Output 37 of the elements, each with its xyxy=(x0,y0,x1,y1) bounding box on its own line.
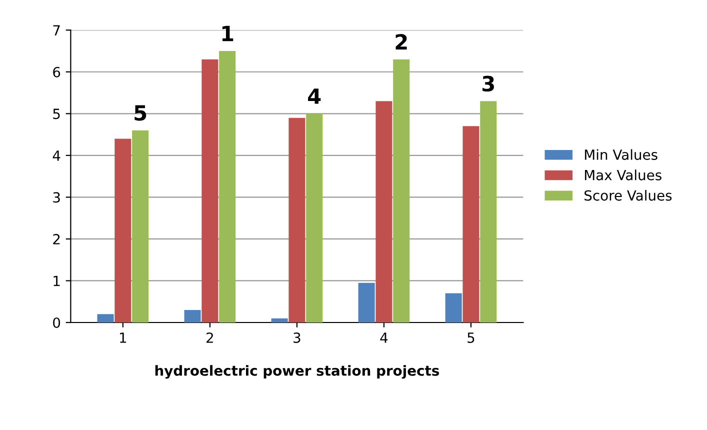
bar xyxy=(306,114,323,322)
annotation: 2 xyxy=(396,34,407,50)
y-tick-label: 6 xyxy=(53,66,60,78)
bar xyxy=(97,314,114,322)
bar xyxy=(219,50,236,322)
bar xyxy=(132,130,149,322)
bar xyxy=(480,101,497,322)
x-tick-label: 2 xyxy=(206,332,213,343)
x-tick-label: 1 xyxy=(120,332,126,343)
y-tick-label: 7 xyxy=(53,25,60,36)
legend-label: Max Values xyxy=(584,170,662,180)
y-tick-label: 2 xyxy=(53,234,60,244)
bar xyxy=(393,59,410,322)
annotation: 4 xyxy=(308,88,321,104)
bar xyxy=(184,310,201,322)
x-tick-label: 3 xyxy=(294,332,300,343)
y-tick-label: 0 xyxy=(53,317,60,328)
x-axis-title: hydroelectric power station projects xyxy=(155,365,439,379)
bar xyxy=(114,138,132,322)
y-tick-label: 1 xyxy=(54,276,60,286)
bar xyxy=(288,118,306,322)
annotation: 5 xyxy=(134,105,146,121)
y-tick-label: 3 xyxy=(53,192,60,203)
bar xyxy=(462,126,480,322)
annotation: 1 xyxy=(222,26,234,42)
y-tick-label: 5 xyxy=(53,108,60,120)
bar xyxy=(445,293,462,322)
legend-label: Score Values xyxy=(584,190,672,201)
y-tick-label: 4 xyxy=(52,150,60,161)
x-tick-label: 4 xyxy=(380,332,388,343)
annotation: 3 xyxy=(482,76,494,92)
bar xyxy=(376,101,392,322)
bar xyxy=(271,318,288,322)
legend-label: Min Values xyxy=(584,149,658,160)
x-tick-label: 5 xyxy=(468,332,474,343)
bar xyxy=(202,59,218,322)
bar xyxy=(358,282,375,322)
